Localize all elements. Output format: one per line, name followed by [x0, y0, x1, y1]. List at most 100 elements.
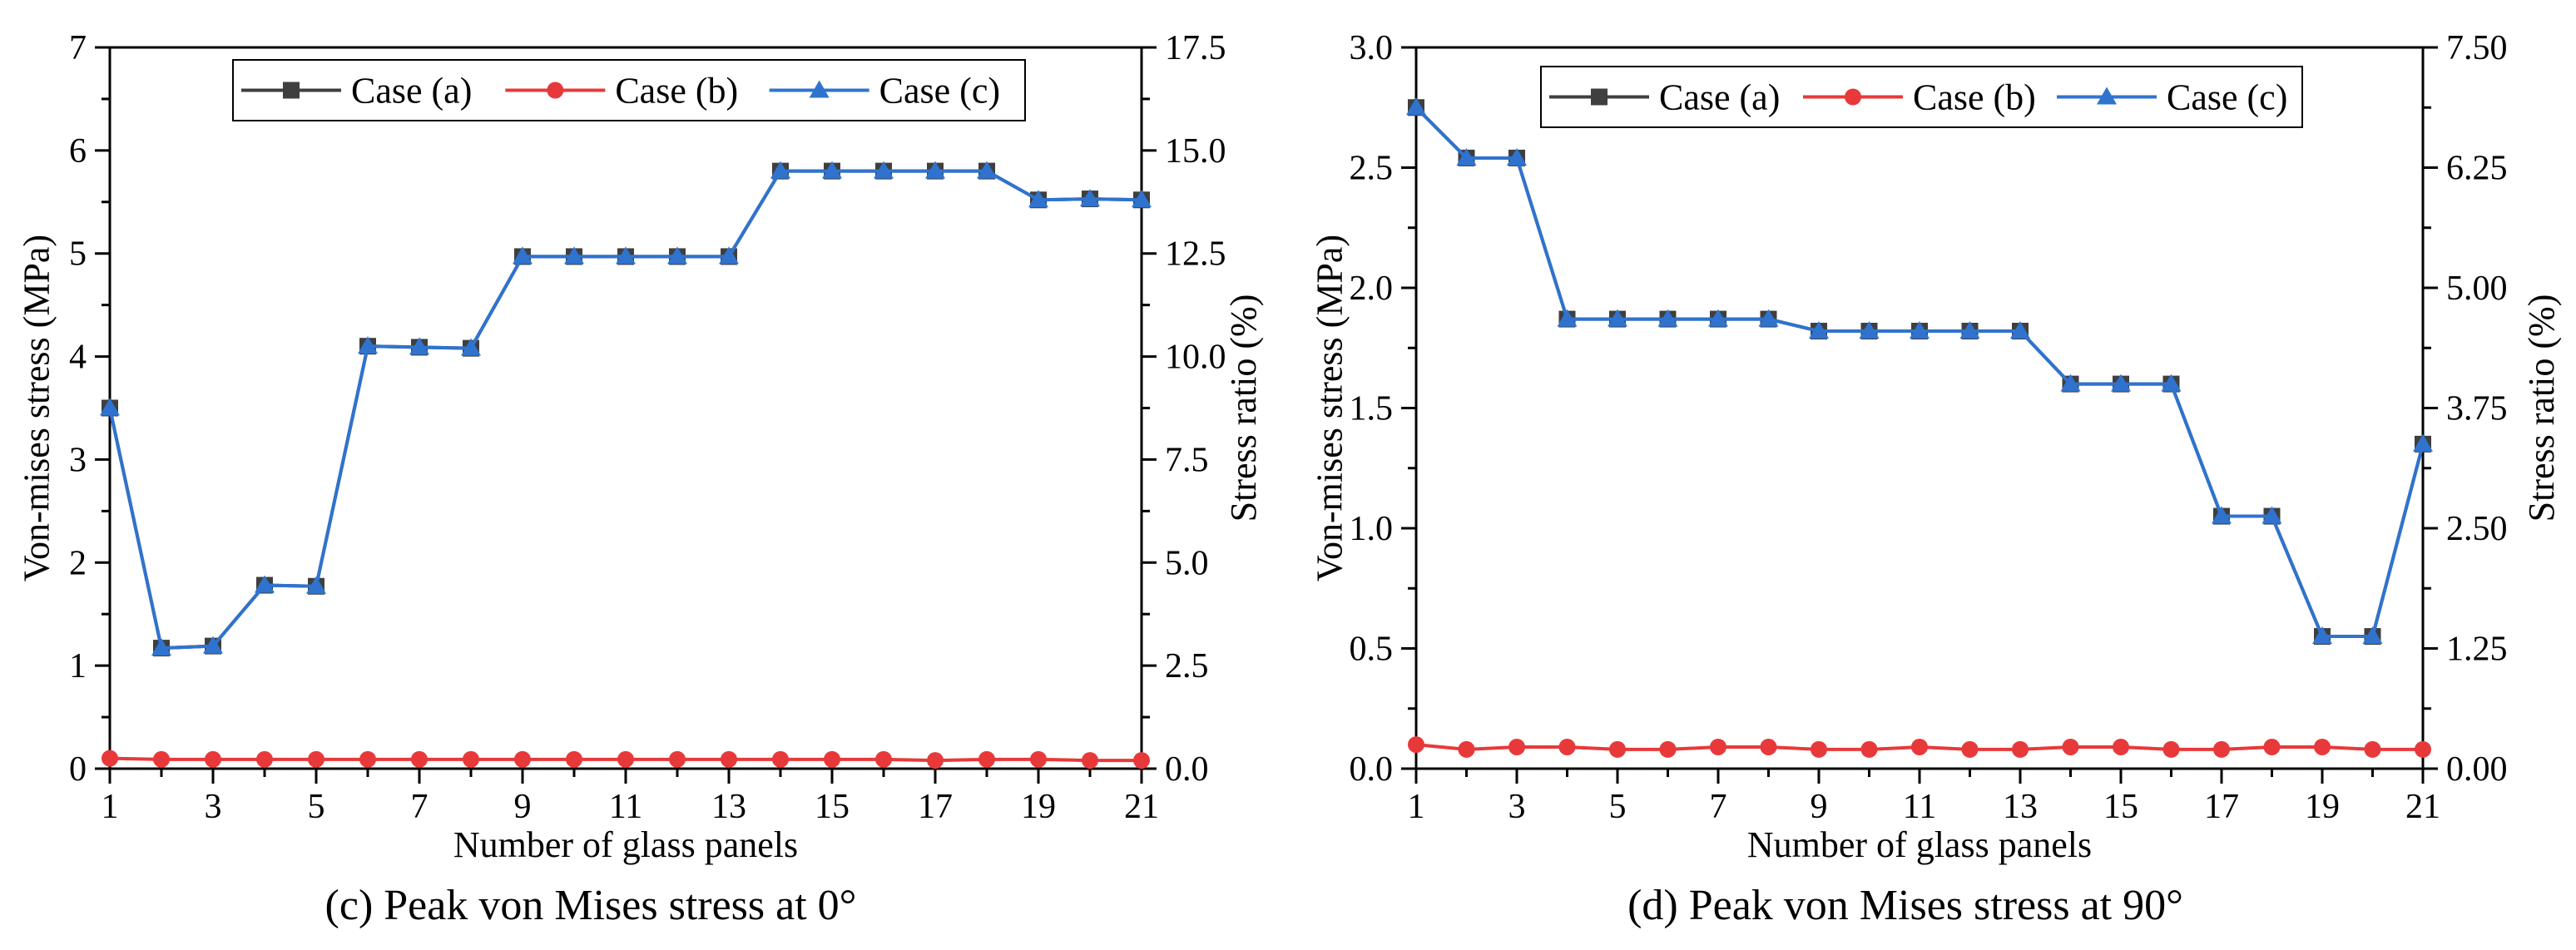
- x-tick-label: 17: [2204, 788, 2239, 826]
- x-tick-label: 9: [1811, 788, 1828, 826]
- y-tick-label: 2: [69, 544, 87, 582]
- data-point: [1458, 740, 1475, 758]
- legend-entry: Case (b): [615, 71, 738, 111]
- y-tick-label: 3.0: [1350, 29, 1394, 67]
- data-point: [770, 161, 790, 179]
- legend-marker: [283, 82, 300, 99]
- data-point: [1133, 752, 1150, 769]
- figure-caption: (d) Peak von Mises stress at 90°: [1627, 882, 2183, 929]
- y-tick-label: 2.0: [1350, 270, 1394, 308]
- data-point: [977, 161, 997, 179]
- x-axis-label: Number of glass panels: [1747, 824, 2092, 865]
- x-tick-label: 17: [918, 788, 953, 826]
- y-tick-label: 7: [69, 29, 87, 67]
- y-tick-label: 0.5: [1350, 631, 1394, 669]
- data-point: [2212, 506, 2232, 524]
- data-point: [1760, 738, 1777, 755]
- data-point: [100, 398, 120, 416]
- data-point: [566, 750, 582, 768]
- data-point: [1657, 309, 1678, 327]
- data-point: [667, 246, 687, 265]
- y-tick-label: 0: [69, 750, 87, 789]
- data-point: [772, 750, 789, 768]
- legend-marker: [1845, 88, 1861, 106]
- data-point: [306, 576, 326, 594]
- legend-marker: [1591, 88, 1608, 106]
- data-point: [463, 750, 479, 768]
- y-tick-label: 4: [69, 339, 87, 377]
- y2-tick-label: 2.50: [2446, 510, 2508, 548]
- data-point: [1758, 309, 1779, 327]
- data-point: [1406, 97, 1426, 116]
- data-point: [1809, 321, 1829, 339]
- y-tick-label: 1.0: [1350, 510, 1394, 548]
- data-point: [2161, 374, 2182, 392]
- data-point: [875, 750, 892, 768]
- y-tick-label: 5: [69, 235, 87, 274]
- y-axis-label: Von-mises stress (MPa): [1309, 235, 1350, 581]
- data-point: [358, 336, 378, 354]
- y2-tick-label: 0.0: [1165, 750, 1209, 789]
- legend-entry: Case (a): [1659, 77, 1780, 118]
- y2-tick-label: 5.0: [1165, 544, 1209, 582]
- data-point: [616, 246, 636, 265]
- y2-tick-label: 12.5: [1165, 235, 1226, 274]
- data-point: [2060, 374, 2081, 392]
- data-point: [822, 161, 842, 179]
- x-tick-label: 21: [1124, 788, 1159, 826]
- data-point: [1608, 309, 1627, 327]
- legend-marker: [809, 80, 830, 98]
- data-point: [2314, 738, 2331, 755]
- x-tick-label: 11: [609, 788, 642, 826]
- y2-tick-label: 0.00: [2446, 750, 2508, 789]
- data-point: [2261, 506, 2282, 524]
- data-point: [411, 750, 428, 768]
- x-tick-label: 13: [711, 788, 746, 826]
- data-point: [719, 246, 739, 265]
- legend-entry: Case (a): [351, 71, 472, 111]
- data-point: [721, 750, 737, 768]
- data-point: [1811, 740, 1827, 758]
- x-tick-label: 7: [1710, 788, 1727, 826]
- data-point: [2413, 433, 2433, 452]
- x-tick-label: 3: [205, 788, 222, 826]
- data-point: [2213, 740, 2230, 758]
- y2-axis-label: Stress ratio (%): [1223, 294, 1264, 522]
- y2-tick-label: 17.5: [1165, 29, 1226, 67]
- data-point: [102, 750, 118, 767]
- data-point: [1557, 309, 1578, 327]
- data-point: [2111, 374, 2131, 392]
- legend-marker: [2097, 87, 2117, 105]
- y-tick-label: 6: [69, 132, 87, 171]
- x-tick-label: 15: [815, 788, 850, 826]
- y-tick-label: 1: [69, 647, 87, 685]
- chart-panel-c: 1 3 5 7 9 11 13 15 17 19 21012345670.02.55.07.510.…: [16, 29, 1264, 929]
- data-point: [151, 638, 171, 656]
- data-point: [1959, 321, 1980, 339]
- y2-tick-label: 6.25: [2446, 150, 2508, 188]
- x-tick-label: 19: [1021, 788, 1056, 826]
- y-axis-label: Von-mises stress (MPa): [16, 235, 57, 581]
- data-point: [514, 750, 531, 768]
- y2-tick-label: 3.75: [2446, 390, 2508, 428]
- y-tick-label: 2.5: [1350, 150, 1394, 188]
- data-point: [1961, 740, 1979, 758]
- x-tick-label: 1: [1408, 788, 1425, 826]
- data-point: [874, 161, 894, 179]
- legend-box: [1540, 66, 2303, 128]
- y2-tick-label: 10.0: [1165, 339, 1226, 377]
- data-point: [824, 750, 840, 768]
- x-tick-label: 19: [2305, 788, 2340, 826]
- y-tick-label: 3: [69, 441, 87, 479]
- data-point: [1080, 189, 1100, 207]
- data-point: [2263, 738, 2281, 755]
- data-point: [461, 338, 481, 356]
- x-tick-label: 5: [308, 788, 325, 826]
- series-line-3: [1414, 106, 2425, 639]
- data-point: [153, 750, 170, 768]
- x-tick-label: 21: [2405, 788, 2440, 826]
- data-point: [1456, 147, 1477, 166]
- data-point: [256, 750, 273, 768]
- data-point: [2312, 626, 2332, 645]
- legend-marker: [547, 82, 564, 99]
